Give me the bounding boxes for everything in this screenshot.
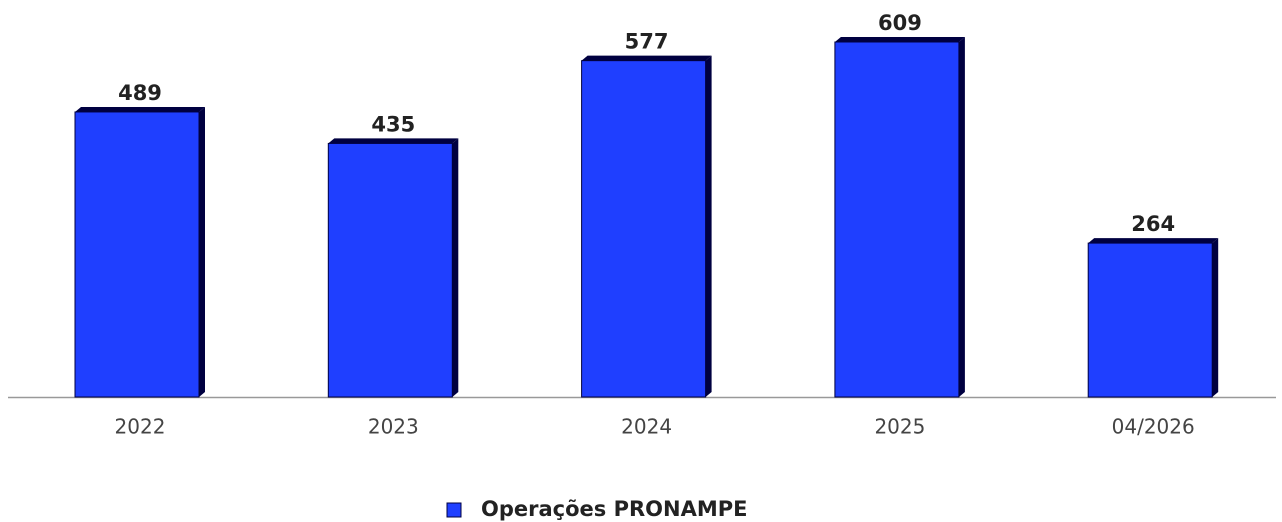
bar-side <box>705 55 712 397</box>
bar <box>834 41 960 398</box>
value-label: 435 <box>371 112 415 136</box>
value-label: 609 <box>878 11 922 35</box>
bar-top <box>328 138 459 144</box>
bar-top <box>75 106 205 112</box>
bar <box>74 111 200 398</box>
x-tick-label: 2025 <box>874 415 925 439</box>
value-label: 489 <box>118 81 162 105</box>
bar-side <box>199 106 205 397</box>
value-label: 264 <box>1131 212 1175 236</box>
value-label: 577 <box>625 30 669 54</box>
bar-top <box>1088 238 1219 244</box>
x-tick-label: 2023 <box>368 415 419 439</box>
legend-label: Operações PRONAMPE <box>481 497 747 521</box>
legend-swatch <box>446 502 462 518</box>
x-tick-label: 2024 <box>621 415 672 439</box>
bar-top <box>834 37 965 42</box>
bar-side <box>1212 238 1219 397</box>
bar-side <box>452 138 459 397</box>
bar <box>1087 242 1213 398</box>
bar-top <box>581 55 712 61</box>
bar <box>327 142 453 398</box>
bar-side <box>958 37 965 397</box>
bar <box>581 60 707 398</box>
x-tick-label: 04/2026 <box>1112 415 1195 439</box>
x-tick-label: 2022 <box>115 415 166 439</box>
